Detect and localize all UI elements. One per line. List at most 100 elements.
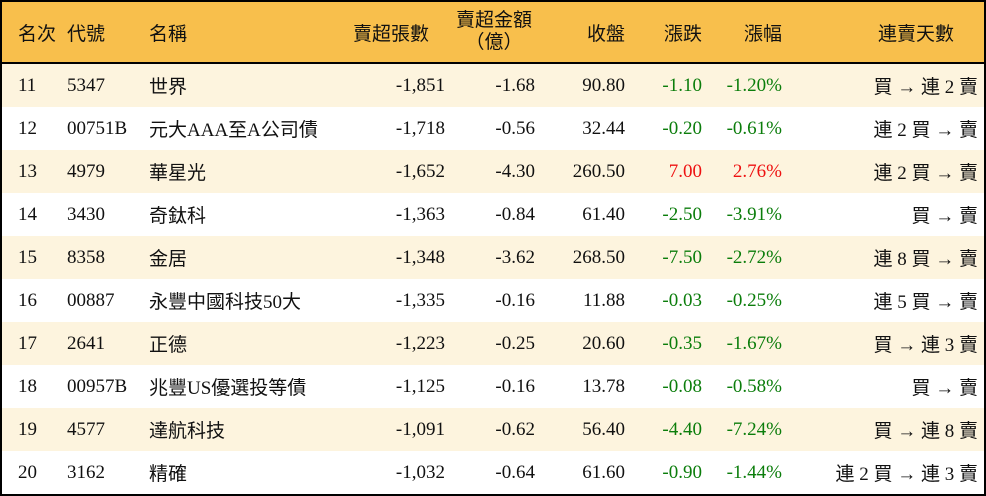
table-body: 11 5347 世界 -1,851 -1.68 90.80 -1.10 -1.20% 買 → 連… (2, 64, 984, 494)
cell-volume: -1,652 (395, 160, 445, 182)
header-name: 名稱 (149, 23, 188, 45)
cell-volume: -1,223 (395, 332, 445, 354)
cell-pct: -2.72% (726, 246, 782, 268)
cell-change: -0.20 (662, 117, 702, 139)
cell-name: 華星光 (149, 163, 207, 184)
cell-name: 金居 (149, 249, 188, 270)
header-sell-amount-line1: 賣超金額 (455, 10, 532, 31)
cell-amount: -0.84 (495, 203, 535, 225)
cell-days: 連 8 買 → 賣 (873, 249, 978, 270)
table-row: 16 00887 永豐中國科技50大 -1,335 -0.16 11.88 -0.03 -0.… (2, 279, 984, 322)
cell-volume: -1,348 (395, 246, 445, 268)
header-change: 漲跌 (663, 23, 702, 45)
header-sell-volume: 賣超張數 (352, 23, 429, 45)
cell-code: 00957B (67, 375, 128, 397)
table-row: 14 3430 奇鈦科 -1,363 -0.84 61.40 -2.50 -3.91% 買 → … (2, 193, 984, 236)
cell-pct: -1.20% (726, 74, 782, 96)
cell-rank: 18 (18, 375, 37, 397)
cell-volume: -1,091 (395, 418, 445, 440)
cell-pct: -0.25% (726, 289, 782, 311)
table-row: 17 2641 正德 -1,223 -0.25 20.60 -0.35 -1.67% 買 → 連… (2, 322, 984, 365)
cell-close: 13.78 (582, 375, 625, 397)
cell-pct: -3.91% (726, 203, 782, 225)
cell-change: -0.08 (662, 375, 702, 397)
cell-volume: -1,718 (395, 117, 445, 139)
cell-close: 56.40 (582, 418, 625, 440)
header-sell-amount-line2: （億） (465, 32, 523, 53)
cell-code: 2641 (67, 332, 105, 354)
cell-code: 8358 (67, 246, 105, 268)
cell-rank: 19 (18, 418, 37, 440)
cell-days: 連 2 買 → 賣 (873, 163, 978, 184)
cell-change: 7.00 (668, 160, 702, 182)
header-code: 代號 (67, 23, 106, 45)
cell-amount: -0.64 (495, 461, 535, 483)
cell-volume: -1,032 (395, 461, 445, 483)
cell-amount: -0.56 (495, 117, 535, 139)
cell-code: 00751B (67, 117, 128, 139)
cell-rank: 15 (18, 246, 37, 268)
cell-close: 90.80 (582, 74, 625, 96)
table-row: 13 4979 華星光 -1,652 -4.30 260.50 7.00 2.76% 連 2 買… (2, 150, 984, 193)
cell-change: -0.03 (662, 289, 702, 311)
cell-pct: -7.24% (726, 418, 782, 440)
cell-code: 5347 (67, 74, 105, 96)
cell-name: 永豐中國科技50大 (149, 292, 302, 313)
cell-close: 11.88 (582, 289, 625, 311)
cell-volume: -1,125 (395, 375, 445, 397)
cell-rank: 12 (18, 117, 37, 139)
table-header: 名次 代號 名稱 賣超張數 賣超金額 （億） 收盤 漲跌 漲幅 連賣天數 (2, 2, 984, 64)
cell-days: 買 → 連 8 賣 (873, 421, 978, 442)
cell-close: 260.50 (572, 160, 625, 182)
cell-rank: 16 (18, 289, 37, 311)
cell-change: -2.50 (662, 203, 702, 225)
cell-name: 世界 (149, 77, 188, 98)
cell-change: -7.50 (662, 246, 702, 268)
table-row: 15 8358 金居 -1,348 -3.62 268.50 -7.50 -2.72% 連 8 … (2, 236, 984, 279)
cell-close: 32.44 (582, 117, 625, 139)
table-row: 20 3162 精確 -1,032 -0.64 61.60 -0.90 -1.44% 連 2 買… (2, 451, 984, 494)
cell-close: 268.50 (572, 246, 625, 268)
header-consecutive-sell-days: 連賣天數 (877, 23, 954, 45)
header-rank: 名次 (18, 23, 57, 45)
cell-close: 20.60 (582, 332, 625, 354)
cell-change: -4.40 (662, 418, 702, 440)
cell-change: -1.10 (662, 74, 702, 96)
header-change-percent: 漲幅 (743, 23, 782, 45)
cell-amount: -4.30 (495, 160, 535, 182)
cell-code: 3430 (67, 203, 105, 225)
cell-days: 連 5 買 → 賣 (873, 292, 978, 313)
cell-code: 4577 (67, 418, 105, 440)
table-row: 11 5347 世界 -1,851 -1.68 90.80 -1.10 -1.20% 買 → 連… (2, 64, 984, 107)
cell-days: 買 → 賣 (911, 206, 978, 227)
cell-days: 連 2 買 → 賣 (873, 120, 978, 141)
cell-pct: -1.67% (726, 332, 782, 354)
cell-change: -0.35 (662, 332, 702, 354)
table-row: 18 00957B 兆豐US優選投等債 -1,125 -0.16 13.78 -0.08 -0… (2, 365, 984, 408)
cell-code: 4979 (67, 160, 105, 182)
cell-amount: -0.16 (495, 289, 535, 311)
cell-pct: 2.76% (732, 160, 782, 182)
cell-code: 3162 (67, 461, 105, 483)
cell-days: 買 → 賣 (911, 378, 978, 399)
cell-rank: 20 (18, 461, 37, 483)
cell-rank: 13 (18, 160, 37, 182)
cell-rank: 11 (18, 74, 37, 96)
cell-close: 61.60 (582, 461, 625, 483)
cell-pct: -0.58% (726, 375, 782, 397)
cell-name: 兆豐US優選投等債 (149, 378, 307, 399)
cell-code: 00887 (67, 289, 115, 311)
cell-days: 連 2 買 → 連 3 賣 (835, 464, 978, 485)
table-row: 19 4577 達航科技 -1,091 -0.62 56.40 -4.40 -7.24% 買 →… (2, 408, 984, 451)
table-row: 12 00751B 元大AAA至A公司債 -1,718 -0.56 32.44 -0.20 -… (2, 107, 984, 150)
cell-volume: -1,363 (395, 203, 445, 225)
cell-amount: -0.16 (495, 375, 535, 397)
cell-name: 奇鈦科 (149, 206, 207, 227)
cell-change: -0.90 (662, 461, 702, 483)
cell-close: 61.40 (582, 203, 625, 225)
cell-days: 買 → 連 2 賣 (873, 77, 978, 98)
cell-pct: -1.44% (726, 461, 782, 483)
cell-amount: -0.62 (495, 418, 535, 440)
cell-volume: -1,851 (395, 74, 445, 96)
header-close: 收盤 (586, 23, 625, 45)
